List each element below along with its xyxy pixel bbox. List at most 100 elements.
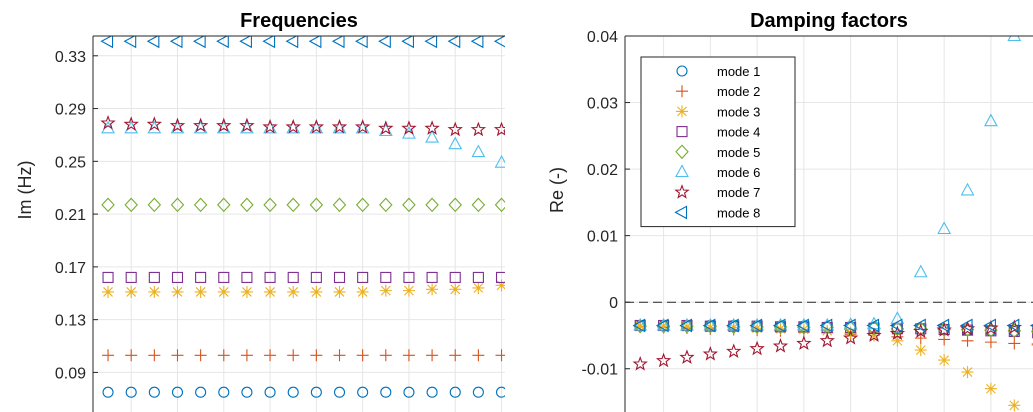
point-mode-8 [493,36,505,48]
point-mode-3 [821,324,834,337]
damping-factors-panel: -0.01 0 0.01 0.02 0.03 0.04 Damping factors Re … [547,10,1033,412]
point-mode-3 [984,382,997,395]
point-mode-7 [169,117,186,133]
point-mode-8 [959,318,973,333]
y-tick-label: 0.04 [587,29,618,46]
point-mode-7 [308,118,325,134]
point-mode-7 [146,116,163,131]
point-mode-3 [194,285,207,298]
point-mode-5 [263,197,277,213]
point-mode-3 [914,344,927,357]
point-mode-2 [310,349,323,362]
series-mode-1 [102,386,505,398]
point-mode-6 [448,136,463,150]
point-mode-8 [378,36,391,49]
point-mode-8 [726,318,739,333]
point-mode-7 [702,346,719,361]
series-mode-8 [100,36,505,49]
legend-marker-mode-1 [676,65,688,77]
point-mode-2 [449,349,462,362]
point-mode-1 [495,386,505,398]
point-mode-4 [495,271,505,283]
point-mode-7 [285,118,301,134]
point-mode-3 [148,285,161,298]
point-mode-7 [424,120,440,135]
point-mode-2 [148,349,161,362]
y-tick-label: 0 [609,295,618,312]
point-mode-3 [356,285,369,298]
point-mode-8 [819,318,833,333]
point-mode-2 [125,349,138,362]
point-mode-3 [102,285,115,298]
point-mode-8 [702,318,716,333]
point-mode-3 [938,354,951,367]
point-mode-8 [936,318,950,333]
point-mode-6 [633,317,648,331]
point-mode-1 [472,386,484,398]
point-mode-2 [495,349,505,362]
point-mode-8 [285,36,299,49]
point-mode-3 [125,285,138,298]
point-mode-4 [449,271,461,283]
point-mode-5 [402,197,416,213]
legend: mode 1 mode 2 mode 3 mode 4 mode 5 mode 6 mode… [640,56,796,228]
point-mode-5 [124,197,138,213]
point-mode-8 [146,36,160,49]
point-mode-6 [750,317,765,331]
point-mode-6 [960,182,975,196]
point-mode-1 [380,386,392,398]
chart-title: Frequencies [240,10,358,32]
plot-area [93,36,505,412]
point-mode-8 [308,36,322,49]
point-mode-7 [216,117,232,133]
point-mode-7 [726,343,742,358]
point-mode-8 [749,318,763,333]
point-mode-3 [680,320,693,333]
point-mode-7 [378,120,394,135]
point-mode-8 [655,318,669,333]
point-mode-5 [355,197,370,213]
point-mode-7 [655,352,672,368]
point-mode-7 [354,118,371,134]
point-mode-4 [357,271,369,283]
point-mode-2 [984,336,997,349]
point-mode-3 [634,320,647,333]
point-mode-3 [657,320,670,333]
point-mode-2 [356,349,369,362]
point-mode-8 [123,36,137,49]
point-mode-6 [1007,36,1022,42]
point-mode-4 [426,271,438,283]
point-mode-2 [402,349,415,362]
point-mode-8 [447,36,461,49]
point-mode-5 [101,197,115,213]
y-tick-label: 0.09 [55,365,86,382]
point-mode-6 [703,317,718,331]
point-mode-2 [472,349,485,362]
point-mode-5 [379,197,393,213]
point-mode-8 [100,36,114,49]
point-mode-7 [679,349,695,364]
y-tick-label: 0.01 [587,229,618,246]
point-mode-1 [264,386,276,398]
point-mode-4 [171,271,184,283]
legend-marker-mode-2 [676,85,688,98]
y-tick-label: 0.17 [55,260,86,277]
point-mode-3 [891,334,904,347]
point-mode-6 [983,113,998,127]
y-axis-label: Re (-) [547,167,567,213]
point-mode-1 [195,386,207,398]
point-mode-8 [772,318,786,333]
point-mode-5 [494,197,505,213]
point-mode-7 [493,121,505,137]
point-mode-2 [287,349,300,362]
point-mode-5 [286,197,300,213]
point-mode-3 [310,285,323,298]
point-mode-8 [401,36,414,49]
point-mode-8 [983,318,996,333]
point-mode-7 [401,120,417,135]
point-mode-7 [632,355,648,371]
point-mode-1 [357,386,369,398]
point-mode-7 [100,114,116,130]
point-mode-3 [333,285,346,298]
